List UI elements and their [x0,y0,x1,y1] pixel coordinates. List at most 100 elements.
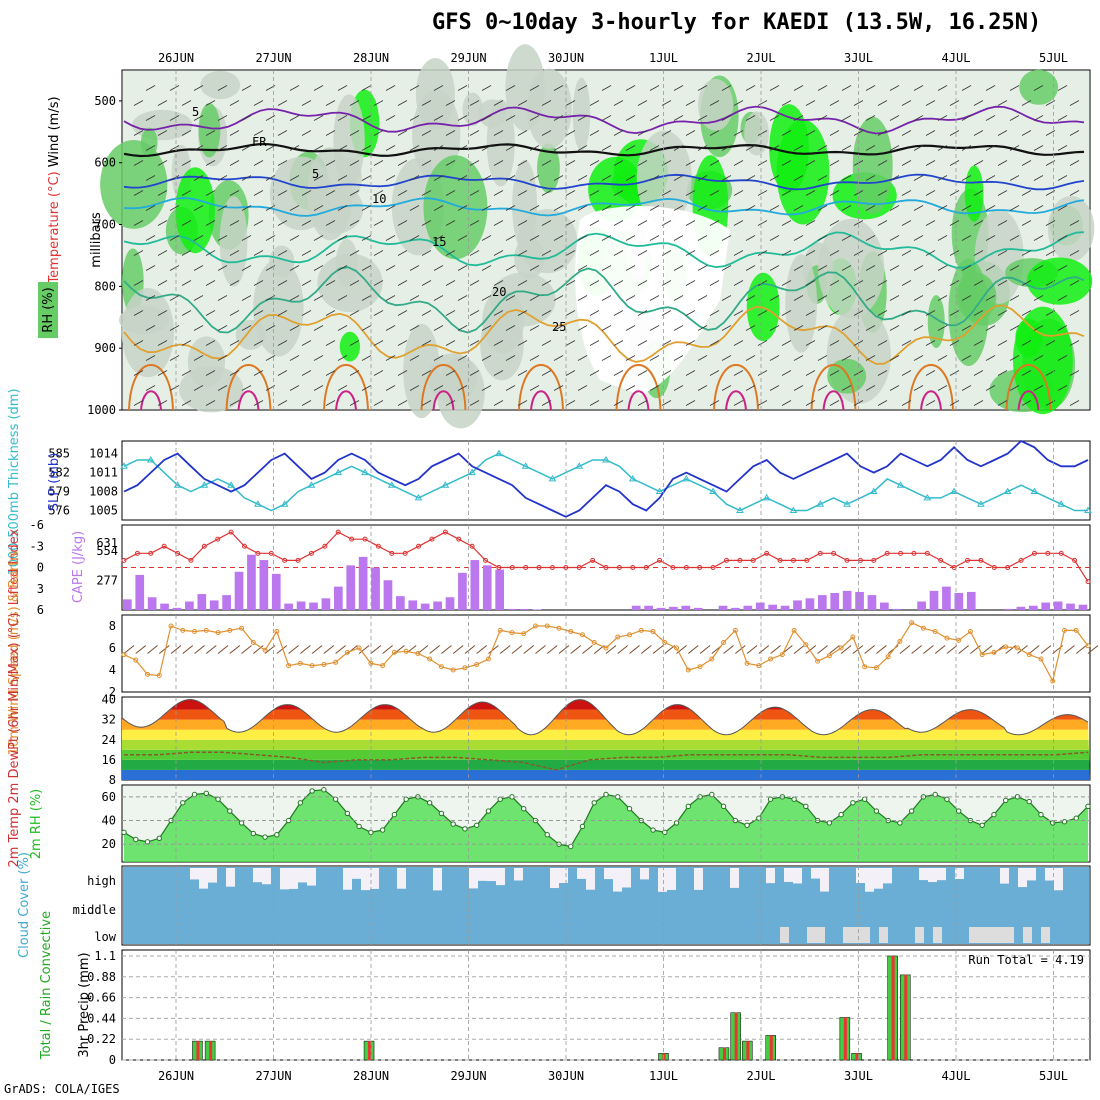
cape-bar [917,601,926,610]
wind-barb [853,310,864,316]
surface-wind-barb [829,645,840,654]
wind-barb [181,340,192,346]
warm-loop [323,364,369,411]
wind-barb [973,370,984,376]
wind-barb [469,130,480,136]
dewpoint-line [124,751,1089,771]
wind-barb [253,280,264,286]
rh-patch [852,116,893,215]
cloud-clear-high [1000,868,1009,884]
wind-barb [1021,340,1032,346]
wind-barb [145,145,156,151]
wind-ytick-2: 2 [109,685,116,699]
cloud-clear-high [352,868,361,879]
wind-barb [829,400,840,406]
surface-wind-barb [382,645,393,654]
wind-barb [145,235,156,241]
wind-barb [397,190,408,196]
wind-barb [673,295,684,301]
li-marker [442,529,448,535]
wind-barb [1009,295,1020,301]
wind-barb [889,115,900,121]
wind-barb [673,235,684,241]
warm-loop [810,364,857,411]
li-marker [978,557,984,563]
wind-barb [961,85,972,91]
cloud-clear-high [343,868,352,890]
wind-barb [601,175,612,181]
precip-ytick-0.88: 0.88 [87,970,116,984]
wind-barb [1057,355,1068,361]
temp-ytick-40: 40 [102,693,116,707]
wind-barb [469,220,480,226]
surface-wind-barb [1005,645,1017,654]
wind-barb [505,265,516,271]
wind-speed-marker [356,645,362,651]
wind-barb [1009,265,1020,271]
wind-barb [697,205,708,211]
cloud-low [861,927,870,943]
li-marker [148,550,154,556]
wind-barb [661,190,672,196]
rh-patch [927,295,945,348]
wind-barb [673,115,684,121]
wind-speed-marker [380,663,386,669]
cape-bar [644,605,653,610]
wind-barb [169,145,180,151]
wind-barb [841,205,852,211]
li-marker [362,536,368,542]
wind-speed-marker [909,620,915,626]
wind-barb [481,235,492,241]
cloud-low [933,927,942,943]
wind-barb [145,115,156,121]
rh-patch [415,58,455,131]
cloud-clear-high [397,868,406,889]
wind-barb [565,340,576,346]
wind-barb [493,190,504,196]
wind-barb [421,370,432,376]
wind-barb [769,145,780,151]
ua-ylabel: millibars [89,212,104,268]
cloud-clear-high [856,868,865,884]
wind-barb [349,250,360,256]
li-marker [161,543,167,549]
surface-wind-barb [640,645,652,654]
wind-barb [685,190,696,196]
li-marker [496,565,502,570]
wind-barb [253,370,264,376]
cape-bar [830,593,840,610]
wind-barb [337,205,348,211]
wind-barb [757,310,768,316]
wind-barb [889,355,900,361]
wind-barb [133,100,144,106]
slp-ytick-1014: 1014 [89,447,118,461]
wind-barb [841,385,852,391]
surface-wind-barb [746,645,758,654]
wind-barb [673,205,684,211]
surface-wind-barb [770,645,781,654]
wind-barb [937,385,948,391]
temp-band [122,769,1090,780]
wind-barb [469,340,480,346]
wind-speed-marker [768,656,774,662]
cloud-clear-high [613,868,622,892]
wind-barb [913,205,924,211]
surface-wind-barb [241,645,252,654]
cape-bar [631,605,641,610]
rh2m-ytick-60: 60 [102,790,116,804]
wind-barb [985,145,996,151]
wind-barb [361,295,372,301]
wind-barb [601,325,612,331]
wind-barb [637,310,648,316]
wind-barb [133,310,144,316]
wind-barb [757,160,768,166]
li-marker [469,543,475,549]
wind-barb [805,400,816,406]
wind-barb [973,250,984,256]
wind-barb [961,265,972,271]
wind-barb [133,400,144,406]
surface-wind-barb [276,645,288,654]
ua-ytick-500: 500 [94,94,116,108]
wind-barb [469,400,480,406]
wind-barb [145,355,156,361]
